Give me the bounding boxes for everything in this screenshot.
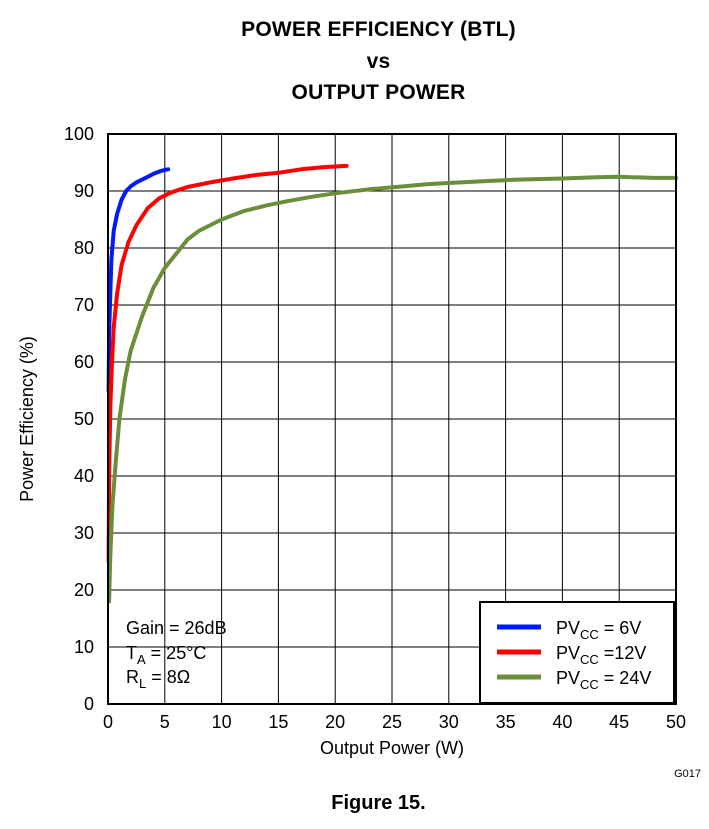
x-tick-label: 5 [160,712,170,732]
y-tick-label: 90 [74,181,94,201]
y-axis-label: Power Efficiency (%) [17,336,37,502]
x-tick-label: 10 [212,712,232,732]
series-line-2 [107,174,678,604]
y-tick-label: 80 [74,238,94,258]
x-tick-label: 20 [325,712,345,732]
x-tick-label: 40 [552,712,572,732]
y-tick-label: 10 [74,637,94,657]
gain-annotation: Gain = 26dB [126,618,227,638]
x-tick-label: 30 [439,712,459,732]
figure-id: G017 [674,768,701,780]
y-tick-label: 20 [74,580,94,600]
tick-labels: 0 10 20 30 40 50 60 70 80 90 100 0 5 10 15 20 25 30 35 40 45… [64,124,686,732]
series-line-1 [106,163,349,564]
y-tick-label: 100 [64,124,94,144]
x-tick-label: 50 [666,712,686,732]
legend-label-0: PVCC = 6V [556,618,641,642]
series-lines [106,163,678,604]
x-tick-label: 45 [609,712,629,732]
rl-annotation: RL = 8Ω [126,667,190,691]
ta-annotation: TA = 25°C [126,643,206,667]
chart-title-line-2: vs [366,50,391,73]
conditions-annotation: Gain = 26dB TA = 25°C RL = 8Ω [126,618,227,691]
series-line-0 [106,167,171,393]
chart-title-line-1: POWER EFFICIENCY (BTL) [241,18,516,41]
y-tick-label: 30 [74,523,94,543]
x-tick-label: 35 [496,712,516,732]
legend-label-2: PVCC = 24V [556,668,651,692]
y-tick-label: 70 [74,295,94,315]
figure-caption: Figure 15. [331,792,426,814]
x-tick-label: 15 [268,712,288,732]
legend-label-1: PVCC =12V [556,643,646,667]
chart-title-line-3: OUTPUT POWER [291,81,466,104]
x-axis-label: Output Power (W) [320,738,464,758]
y-tick-label: 0 [84,694,94,714]
y-tick-label: 60 [74,352,94,372]
x-tick-label: 0 [103,712,113,732]
y-tick-label: 50 [74,409,94,429]
x-tick-label: 25 [382,712,402,732]
y-tick-label: 40 [74,466,94,486]
plot-frame [107,133,677,705]
